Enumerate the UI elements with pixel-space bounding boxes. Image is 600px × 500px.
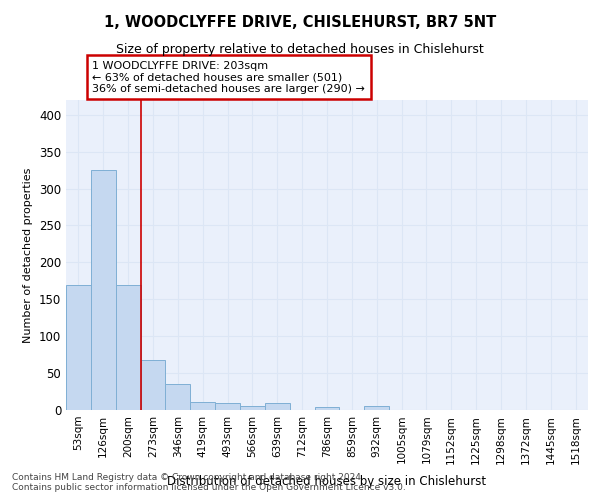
Bar: [140, 360, 166, 410]
Bar: [116, 284, 140, 410]
Y-axis label: Number of detached properties: Number of detached properties: [23, 168, 34, 342]
Bar: [265, 404, 290, 410]
Text: Contains HM Land Registry data © Crown copyright and database right 2024.: Contains HM Land Registry data © Crown c…: [12, 474, 364, 482]
Bar: [215, 404, 240, 410]
Text: Size of property relative to detached houses in Chislehurst: Size of property relative to detached ho…: [116, 42, 484, 56]
Bar: [166, 384, 190, 410]
Bar: [91, 170, 116, 410]
Bar: [364, 406, 389, 410]
Bar: [66, 284, 91, 410]
Text: Contains public sector information licensed under the Open Government Licence v3: Contains public sector information licen…: [12, 484, 406, 492]
Text: 1, WOODCLYFFE DRIVE, CHISLEHURST, BR7 5NT: 1, WOODCLYFFE DRIVE, CHISLEHURST, BR7 5N…: [104, 15, 496, 30]
Bar: [190, 402, 215, 410]
Text: 1 WOODCLYFFE DRIVE: 203sqm
← 63% of detached houses are smaller (501)
36% of sem: 1 WOODCLYFFE DRIVE: 203sqm ← 63% of deta…: [92, 60, 365, 94]
Bar: [314, 407, 340, 410]
Bar: [240, 406, 265, 410]
X-axis label: Distribution of detached houses by size in Chislehurst: Distribution of detached houses by size …: [167, 474, 487, 488]
